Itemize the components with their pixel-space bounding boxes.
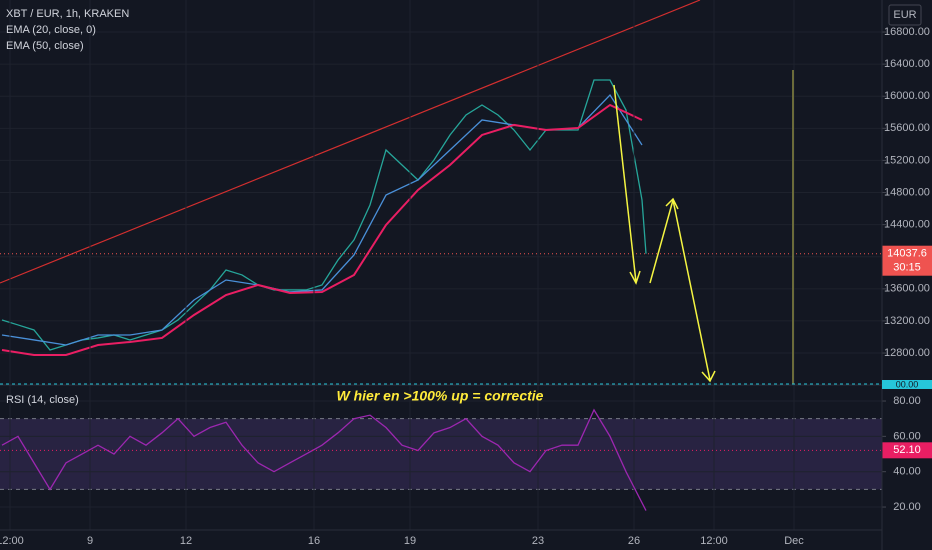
y-tick-label: 14400.00 (884, 219, 930, 231)
last-price: 14037.6 (887, 248, 927, 260)
legend-entry: RSI (14, close) (6, 394, 79, 406)
arrow-down (613, 84, 637, 283)
x-tick-label: 26 (628, 535, 640, 547)
y-tick-label: 40.00 (893, 466, 921, 478)
last-value-box (882, 442, 932, 459)
y-tick-label: 12800.00 (884, 347, 930, 359)
rsi-band (0, 418, 882, 490)
alert-label: 00.00 (896, 379, 919, 389)
x-tick-label: 23 (532, 535, 544, 547)
last-value: 52.10 (893, 444, 921, 456)
legend-title: XBT / EUR, 1h, KRAKEN (6, 8, 129, 20)
x-tick-label: 9 (87, 535, 93, 547)
y-tick-label: 16400.00 (884, 58, 930, 70)
currency: EUR (893, 9, 916, 21)
y-tick-label: 14800.00 (884, 186, 930, 198)
arrow-head (701, 370, 716, 383)
x-tick-label: Dec (784, 535, 804, 547)
y-tick-label: 16800.00 (884, 26, 930, 38)
arrow-head (629, 270, 641, 285)
legend-entry: EMA (20, close, 0) (6, 24, 96, 36)
arrow-down (672, 199, 711, 381)
y-tick-label: 60.00 (893, 430, 921, 442)
y-tick-label: 13200.00 (884, 315, 930, 327)
x-tick-label: 12:00 (700, 535, 728, 547)
arrows (613, 84, 716, 383)
y-tick-label: 13600.00 (884, 283, 930, 295)
y-tick-label: 15600.00 (884, 122, 930, 134)
countdown: 30:15 (893, 262, 921, 274)
series-line (1, 408, 647, 511)
annotation: W hier en >100% up = correctie (337, 388, 544, 404)
last-price-box (882, 245, 932, 276)
y-tick-label: 16000.00 (884, 90, 930, 102)
series-line (1, 103, 643, 356)
y-tick-label: 20.00 (893, 501, 921, 513)
alert-box (882, 380, 932, 389)
x-tick-label: 16 (308, 535, 320, 547)
y-tick-label: 80.00 (893, 395, 921, 407)
y-tick-label: 15200.00 (884, 154, 930, 166)
arrow-head (665, 197, 679, 210)
currency-box (888, 4, 922, 26)
x-tick-label: 19 (404, 535, 416, 547)
x-tick-label: 12:00 (0, 535, 24, 547)
legend-entry: EMA (50, close) (6, 40, 84, 52)
trendline (0, 0, 701, 284)
x-tick-label: 12 (180, 535, 192, 547)
arrow-up (649, 199, 674, 284)
